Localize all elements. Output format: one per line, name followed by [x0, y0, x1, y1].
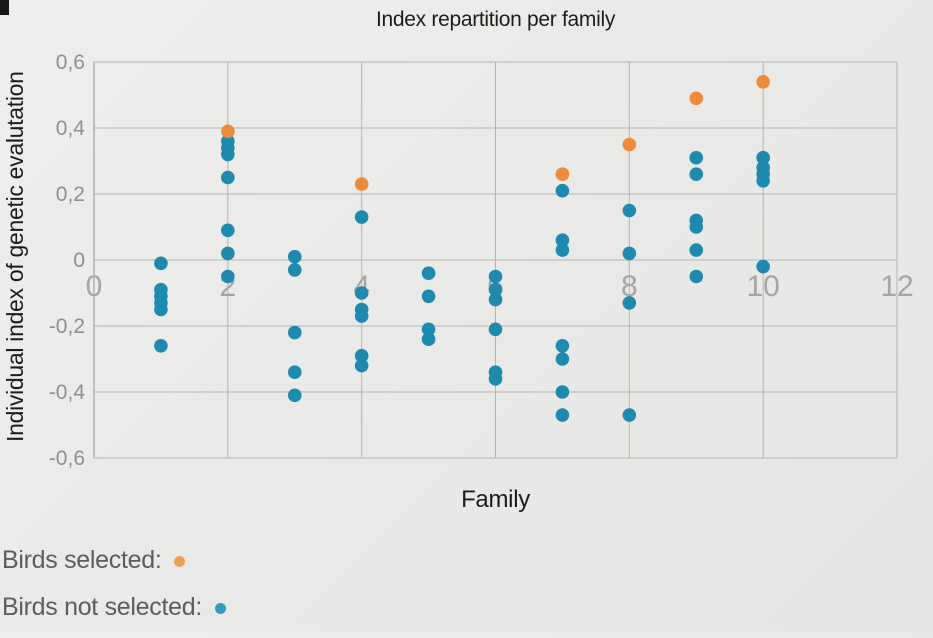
- legend-item-birds-selected: Birds selected:: [2, 544, 226, 576]
- data-point-not-selected: [221, 223, 235, 238]
- y-tick-label: 0,2: [56, 183, 85, 206]
- y-tick-label: 0,4: [56, 117, 86, 140]
- chart-title: Index repartition per family: [375, 8, 616, 31]
- data-point-not-selected: [421, 332, 436, 347]
- data-point-not-selected: [622, 408, 637, 422]
- y-tick-label: -0,4: [49, 381, 86, 404]
- data-point-not-selected: [488, 269, 503, 284]
- x-tick-label: 12: [880, 270, 913, 303]
- data-point-not-selected: [689, 269, 704, 284]
- y-tick-label: -0,2: [49, 315, 85, 338]
- data-point-not-selected: [354, 210, 369, 224]
- crop-artifact-mark: [0, 0, 9, 15]
- data-point-not-selected: [488, 292, 503, 307]
- legend-label-birds-not-selected: Birds not selected:: [2, 592, 202, 621]
- data-point-not-selected: [756, 174, 770, 188]
- data-point-not-selected: [221, 170, 235, 185]
- x-tick-label: 8: [621, 270, 638, 303]
- data-point-not-selected: [689, 167, 704, 181]
- data-point-not-selected: [354, 358, 369, 373]
- legend-label-birds-selected: Birds selected:: [2, 545, 162, 574]
- legend: Birds selected: Birds not selected:: [2, 544, 226, 638]
- data-point-not-selected: [555, 408, 570, 422]
- data-point-not-selected: [421, 289, 436, 304]
- data-point-not-selected: [354, 348, 369, 363]
- data-point-selected: [756, 75, 770, 89]
- data-point-not-selected: [555, 339, 570, 353]
- data-point-not-selected: [154, 256, 168, 271]
- data-point-not-selected: [622, 203, 637, 218]
- data-point-not-selected: [354, 309, 369, 323]
- data-point-not-selected: [622, 246, 637, 261]
- data-point-selected: [622, 137, 637, 152]
- data-point-not-selected: [756, 150, 770, 165]
- data-point-not-selected: [488, 282, 503, 297]
- data-point-selected: [689, 91, 704, 106]
- data-point-not-selected: [689, 243, 704, 257]
- data-point-not-selected: [555, 233, 570, 247]
- data-point-not-selected: [287, 325, 302, 340]
- data-point-not-selected: [421, 322, 436, 337]
- data-point-not-selected: [287, 365, 302, 380]
- data-point-selected: [221, 124, 235, 139]
- legend-marker-not-selected-icon: [214, 603, 226, 614]
- y-tick-label: -0,6: [49, 447, 85, 470]
- legend-marker-selected-icon: [174, 556, 186, 567]
- data-point-not-selected: [756, 259, 770, 274]
- data-point-not-selected: [287, 249, 302, 264]
- x-tick-label: 10: [746, 270, 779, 303]
- data-point-not-selected: [555, 183, 570, 198]
- data-point-not-selected: [421, 266, 436, 281]
- data-point-not-selected: [354, 286, 369, 300]
- data-point-not-selected: [689, 220, 704, 234]
- data-point-not-selected: [488, 322, 503, 337]
- data-point-not-selected: [221, 246, 235, 261]
- data-point-not-selected: [287, 263, 302, 277]
- y-tick-label: 0,6: [56, 51, 85, 74]
- data-point-not-selected: [287, 388, 302, 403]
- data-point-not-selected: [622, 296, 637, 310]
- data-point-not-selected: [555, 352, 570, 366]
- data-point-selected: [354, 177, 369, 191]
- data-point-not-selected: [154, 302, 168, 317]
- data-point-selected: [555, 167, 570, 181]
- data-point-not-selected: [689, 150, 704, 165]
- data-point-not-selected: [221, 269, 235, 284]
- y-tick-label: 0: [73, 249, 85, 272]
- x-axis-title: Family: [461, 486, 530, 513]
- data-point-not-selected: [555, 385, 570, 399]
- legend-item-birds-not-selected: Birds not selected:: [2, 591, 226, 623]
- data-point-not-selected: [555, 243, 570, 257]
- data-point-not-selected: [488, 372, 503, 386]
- data-point-not-selected: [154, 339, 168, 353]
- data-point-not-selected: [221, 147, 235, 162]
